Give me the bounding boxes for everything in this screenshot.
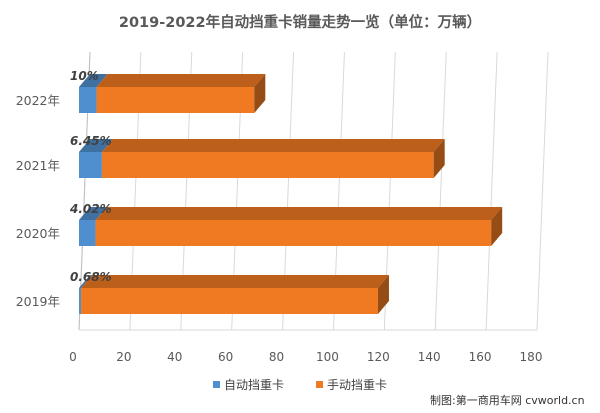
legend-label: 自动挡重卡	[224, 378, 284, 392]
x-axis: 0 20 40 60 80 100 120 140 160 180	[69, 350, 542, 364]
bar-segment	[96, 74, 266, 113]
bar-segment	[95, 207, 503, 246]
bar-segment	[79, 207, 107, 246]
data-label: 0.68%	[70, 270, 112, 284]
bar-top-face	[96, 74, 266, 87]
bar-top-face	[79, 139, 113, 152]
x-tick-label: 140	[418, 350, 441, 364]
x-tick-label: 0	[69, 350, 77, 364]
bar-front-face	[79, 288, 82, 314]
x-tick-label: 120	[367, 350, 390, 364]
bar-top-face	[101, 139, 445, 152]
y-category-label: 2022年	[16, 93, 60, 108]
bar-top-face	[81, 275, 389, 288]
data-labels-group: 10% 6.45% 4.02% 0.68%	[69, 69, 112, 284]
data-label: 10%	[70, 69, 99, 83]
bar-segment	[79, 74, 108, 113]
legend-label: 手动挡重卡	[327, 378, 387, 392]
bar-side-face	[491, 207, 503, 246]
legend-swatch	[316, 381, 323, 388]
x-tick-label: 20	[116, 350, 131, 364]
legend: 自动挡重卡 手动挡重卡	[213, 378, 387, 392]
y-category-label: 2020年	[16, 226, 60, 241]
bar-side-face	[377, 275, 389, 314]
bar-front-face	[81, 288, 378, 314]
x-tick-label: 80	[269, 350, 284, 364]
bar-front-face	[96, 87, 255, 113]
bar-top-face	[79, 74, 108, 87]
bar-front-face	[101, 152, 434, 178]
bar-side-face	[254, 74, 266, 113]
bar-segment	[101, 139, 445, 178]
x-tick-label: 100	[316, 350, 339, 364]
y-category-label: 2019年	[16, 294, 60, 309]
chart-title: 2019-2022年自动挡重卡销量走势一览（单位：万辆）	[119, 13, 481, 31]
bar-top-face	[79, 275, 93, 288]
x-tick-label: 180	[520, 350, 543, 364]
data-label: 6.45%	[70, 134, 112, 148]
gridline	[434, 51, 447, 331]
x-tick-label: 160	[469, 350, 492, 364]
bar-segment	[81, 275, 389, 314]
legend-swatch	[213, 381, 220, 388]
bar-front-face	[79, 152, 102, 178]
x-tick-label: 40	[167, 350, 182, 364]
bar-front-face	[95, 220, 492, 246]
gridline	[485, 51, 498, 331]
bar-front-face	[79, 220, 96, 246]
bar-side-face	[433, 139, 445, 178]
bar-top-face	[79, 207, 107, 220]
data-label: 4.02%	[69, 202, 112, 216]
gridline	[536, 51, 549, 331]
bar-front-face	[79, 87, 97, 113]
bar-segment	[79, 275, 93, 314]
source-credit: 制图:第一商用车网 cvworld.cn	[430, 394, 585, 407]
bar-top-face	[95, 207, 503, 220]
y-axis: 2022年 2021年 2020年 2019年	[16, 93, 60, 309]
bar-segment	[79, 139, 113, 178]
bars-group	[79, 74, 503, 314]
y-category-label: 2021年	[16, 158, 60, 173]
x-tick-label: 60	[218, 350, 233, 364]
